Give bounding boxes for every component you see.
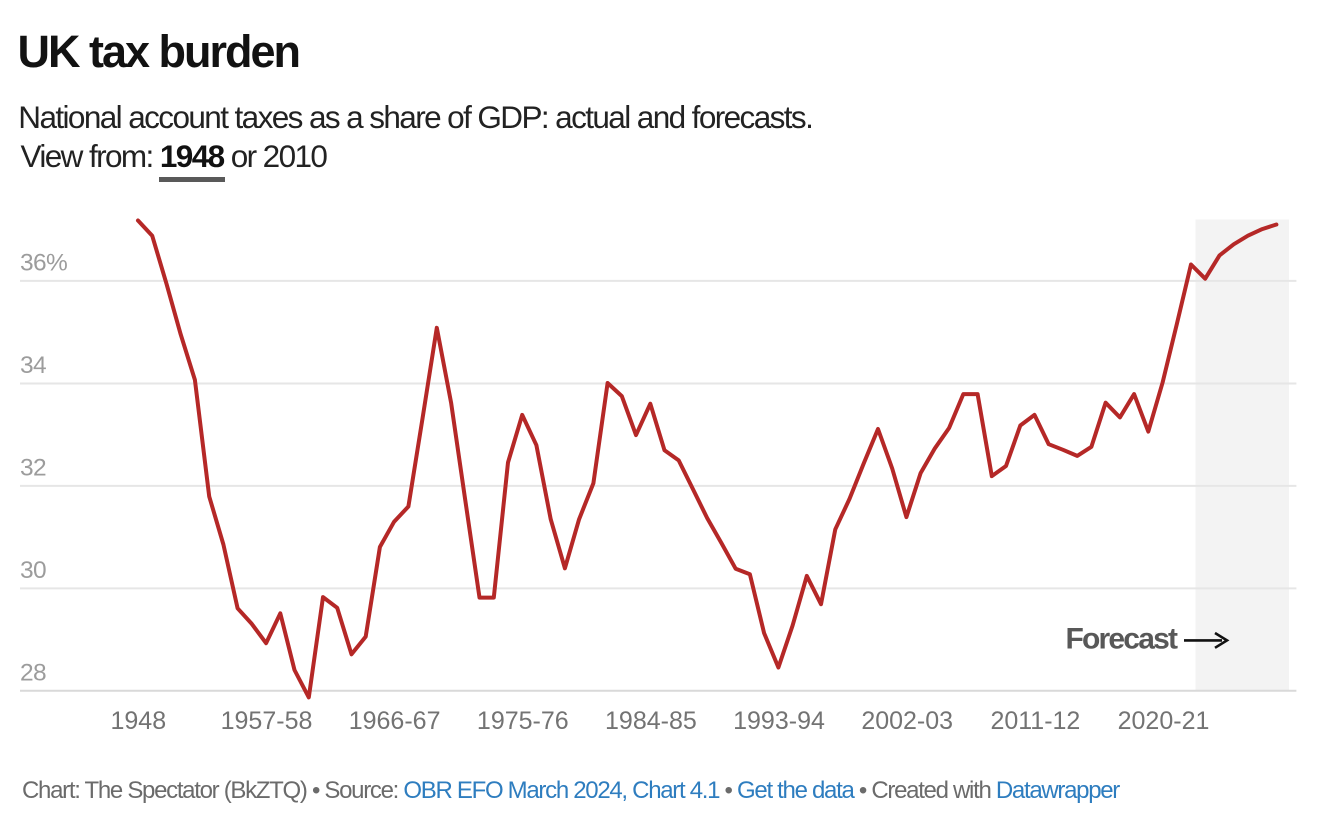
svg-text:28: 28 bbox=[20, 659, 46, 686]
svg-text:2011-12: 2011-12 bbox=[990, 707, 1080, 735]
svg-text:1975-76: 1975-76 bbox=[477, 707, 569, 735]
svg-text:Forecast: Forecast bbox=[1066, 622, 1178, 655]
svg-text:1993-94: 1993-94 bbox=[733, 707, 825, 735]
svg-text:2020-21: 2020-21 bbox=[1118, 707, 1210, 735]
svg-text:2002-03: 2002-03 bbox=[861, 707, 953, 735]
svg-text:1966-67: 1966-67 bbox=[349, 707, 441, 735]
svg-text:34: 34 bbox=[20, 352, 46, 379]
svg-text:1957-58: 1957-58 bbox=[221, 707, 313, 735]
svg-text:1984-85: 1984-85 bbox=[605, 707, 697, 735]
svg-text:32: 32 bbox=[20, 455, 46, 482]
svg-text:1948: 1948 bbox=[110, 707, 166, 735]
svg-text:30: 30 bbox=[20, 557, 46, 584]
svg-text:36%: 36% bbox=[20, 250, 67, 277]
